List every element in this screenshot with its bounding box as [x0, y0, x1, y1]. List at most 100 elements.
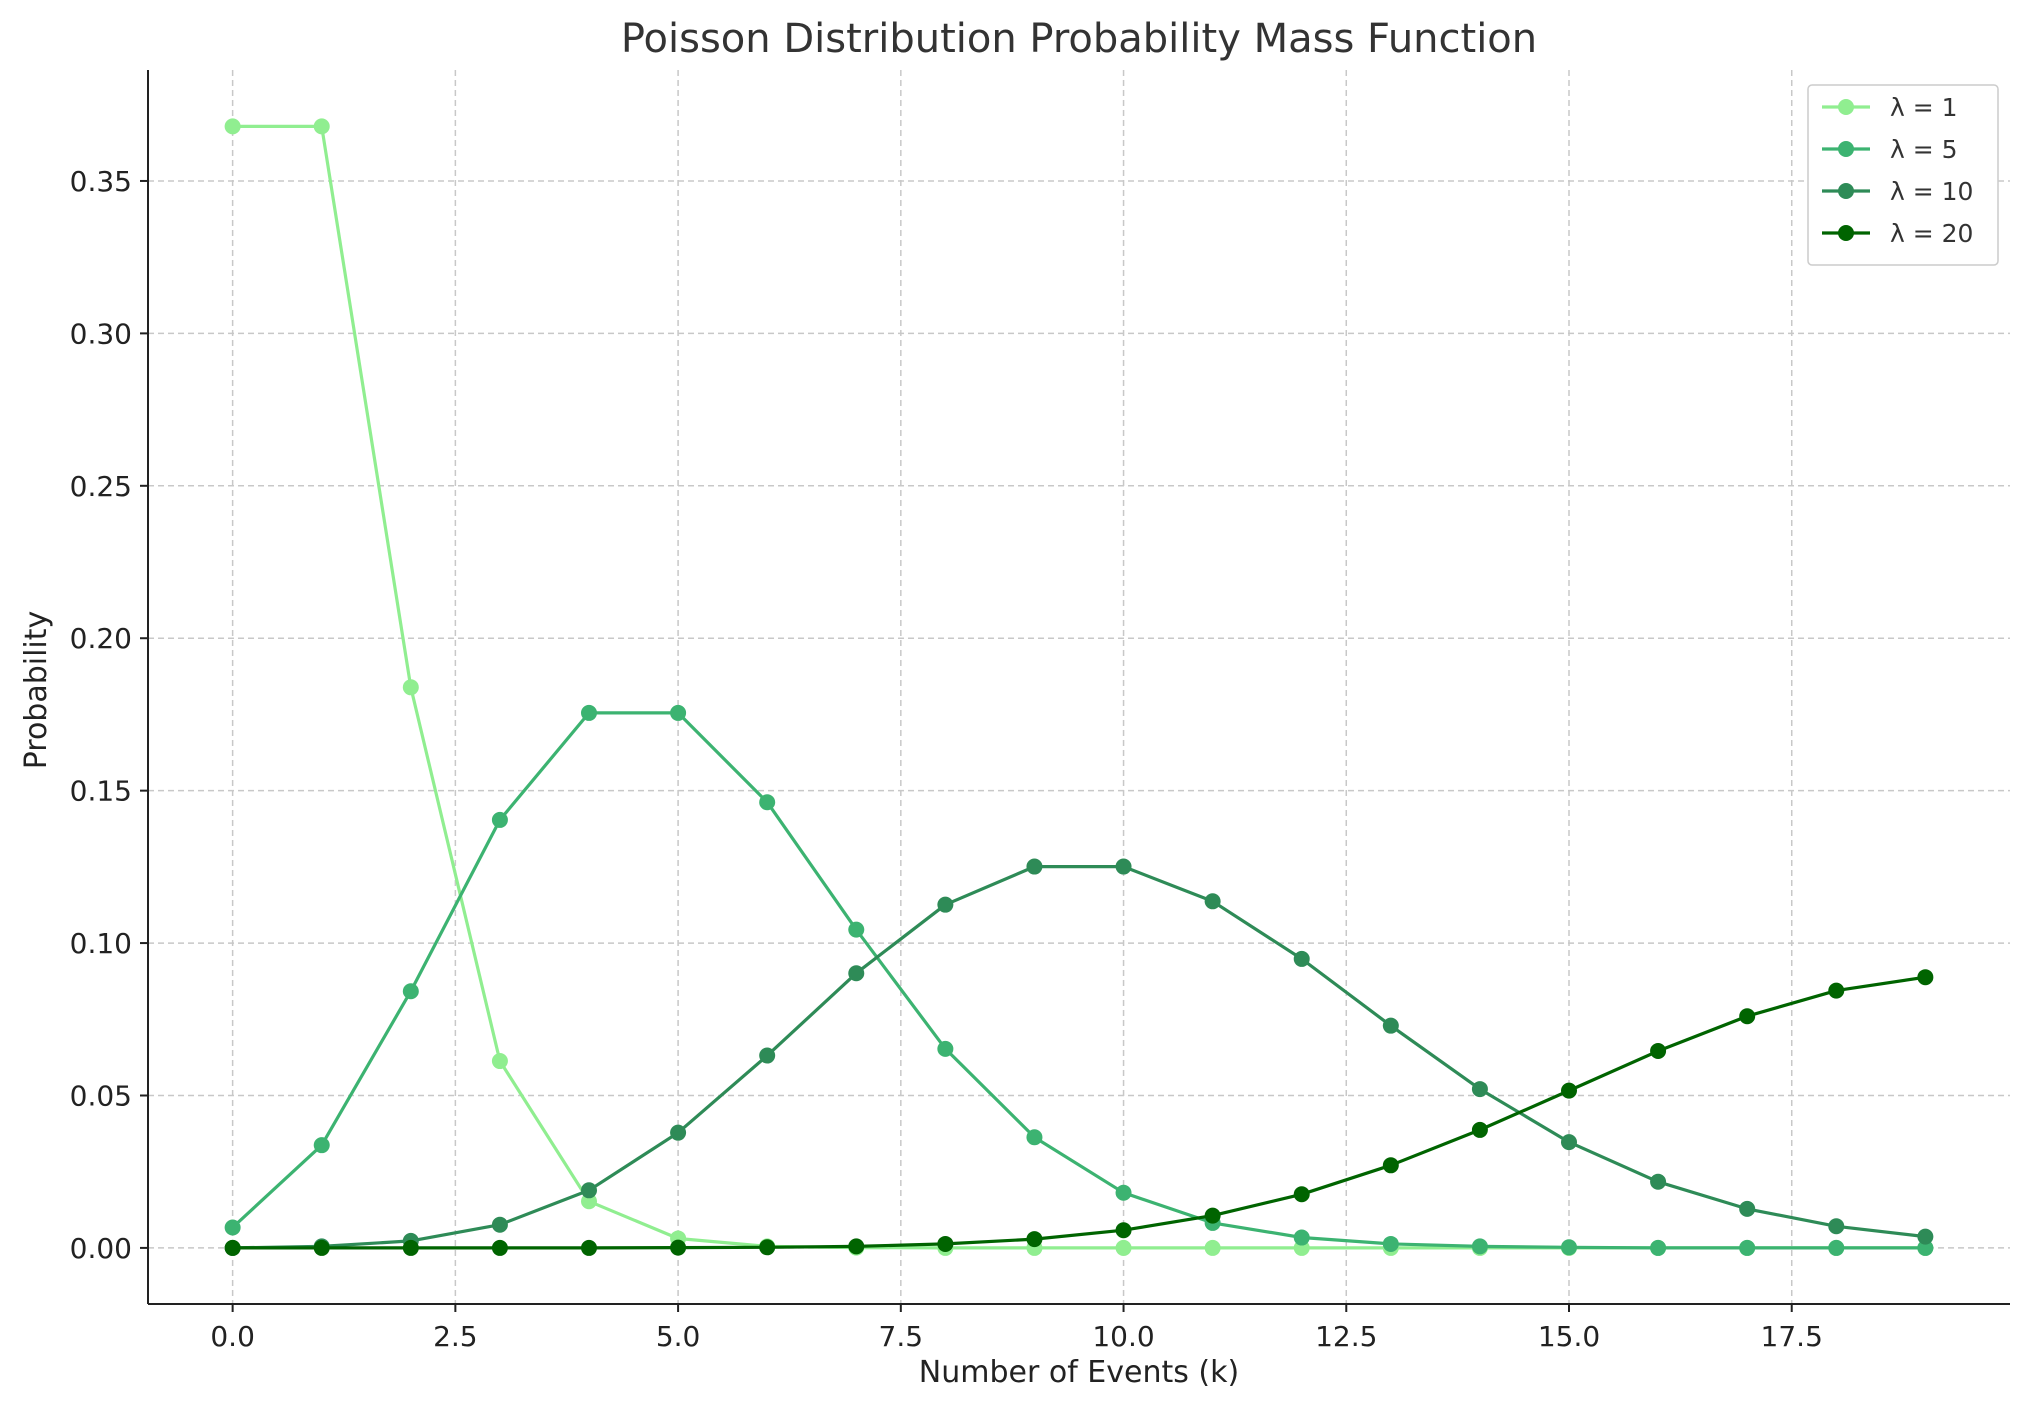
data-point	[848, 921, 865, 938]
data-point	[1382, 1235, 1399, 1252]
x-tick-label: 15.0	[1538, 1320, 1600, 1353]
data-point	[1204, 1207, 1221, 1224]
x-tick-label: 5.0	[656, 1320, 701, 1353]
data-point	[581, 704, 597, 721]
data-point	[1471, 1121, 1488, 1138]
data-point	[1204, 893, 1221, 910]
data-point	[1471, 1081, 1488, 1098]
data-point	[1293, 950, 1310, 967]
chart-title: Poisson Distribution Probability Mass Fu…	[621, 16, 1537, 62]
data-point	[402, 679, 419, 696]
x-tick-label: 2.5	[433, 1320, 478, 1353]
data-point	[848, 1238, 865, 1255]
legend: λ = 1 λ = 5 λ = 10 λ = 20	[1807, 84, 1999, 266]
data-point	[1917, 969, 1934, 986]
series-line	[231, 711, 1926, 1250]
data-point	[1026, 1231, 1043, 1248]
data-point	[313, 1137, 330, 1154]
data-point	[1471, 1238, 1488, 1255]
data-point	[1828, 1218, 1845, 1235]
data-point	[1828, 982, 1845, 999]
data-point	[937, 1040, 954, 1057]
data-point	[224, 1239, 241, 1256]
data-point	[1115, 1184, 1132, 1201]
data-point	[1739, 1008, 1756, 1025]
series-3	[224, 969, 1934, 1256]
data-point	[670, 1239, 687, 1256]
data-point	[1204, 1239, 1221, 1256]
y-tick-label: 0.35	[70, 165, 132, 198]
data-point	[1115, 858, 1132, 875]
data-point	[313, 1239, 330, 1256]
data-point	[937, 896, 954, 913]
data-point	[1115, 1222, 1132, 1239]
data-point	[1561, 1239, 1577, 1256]
data-point	[491, 1239, 508, 1256]
axis-ticks: 0.0 2.5 5.0 7.5 10.0 12.5 15.0 17.5 0.00 0.05 0.10…	[70, 165, 1823, 1353]
series-0	[224, 118, 1934, 1256]
x-tick-label: 17.5	[1761, 1320, 1823, 1353]
data-point	[581, 1239, 597, 1256]
data-point	[848, 965, 865, 982]
data-point	[1382, 1017, 1399, 1034]
y-tick-label: 0.30	[70, 317, 132, 350]
x-axis-label: Number of Events (k)	[919, 1355, 1239, 1390]
legend-item: λ = 5	[1822, 135, 1958, 164]
y-tick-label: 0.25	[70, 470, 132, 503]
data-point	[1917, 1239, 1934, 1256]
data-point	[1917, 1228, 1934, 1245]
data-point	[1739, 1200, 1756, 1217]
series-group	[224, 118, 1934, 1256]
series-2	[224, 858, 1934, 1256]
y-tick-label: 0.20	[70, 622, 132, 655]
data-point	[491, 1053, 508, 1070]
series-line	[232, 864, 1926, 1250]
legend-label: λ = 20	[1890, 219, 1973, 248]
data-point	[1561, 1082, 1577, 1099]
series-line	[232, 975, 1926, 1250]
data-point	[313, 118, 330, 135]
series-line	[232, 124, 1926, 1250]
data-point	[402, 983, 419, 1000]
data-point	[1293, 1186, 1310, 1203]
x-tick-label: 12.5	[1315, 1320, 1377, 1353]
y-tick-label: 0.00	[70, 1232, 132, 1265]
data-point	[1026, 858, 1043, 875]
y-tick-label: 0.10	[70, 927, 132, 960]
data-point	[1650, 1239, 1667, 1256]
data-point	[402, 1239, 419, 1256]
data-point	[1828, 1239, 1845, 1256]
legend-item: λ = 1	[1822, 93, 1958, 122]
data-point	[670, 1124, 687, 1141]
data-point	[937, 1235, 954, 1252]
data-point	[491, 811, 508, 828]
data-point	[581, 1193, 597, 1210]
data-point	[491, 1216, 508, 1233]
legend-marker	[1838, 141, 1854, 157]
data-point	[670, 704, 687, 721]
grid-lines	[148, 70, 2010, 1304]
legend-label: λ = 5	[1890, 135, 1958, 164]
legend-item: λ = 10	[1822, 177, 1973, 206]
data-point	[1026, 1129, 1043, 1146]
legend-marker	[1838, 99, 1854, 115]
legend-label: λ = 10	[1890, 177, 1973, 206]
x-tick-label: 7.5	[879, 1320, 924, 1353]
legend-item: λ = 20	[1822, 219, 1973, 248]
data-point	[759, 794, 776, 811]
legend-marker	[1838, 225, 1854, 241]
data-point	[1293, 1229, 1310, 1246]
data-point	[1115, 1239, 1132, 1256]
x-tick-label: 0.0	[210, 1320, 255, 1353]
series-1	[224, 704, 1934, 1256]
axes	[147, 70, 2010, 1305]
x-tick-label: 10.0	[1092, 1320, 1154, 1353]
data-point	[1382, 1157, 1399, 1174]
data-point	[224, 1219, 241, 1236]
y-tick-label: 0.15	[70, 775, 132, 808]
data-point	[1650, 1042, 1667, 1059]
data-point	[1739, 1239, 1756, 1256]
data-point	[581, 1182, 597, 1199]
data-point	[224, 118, 241, 135]
